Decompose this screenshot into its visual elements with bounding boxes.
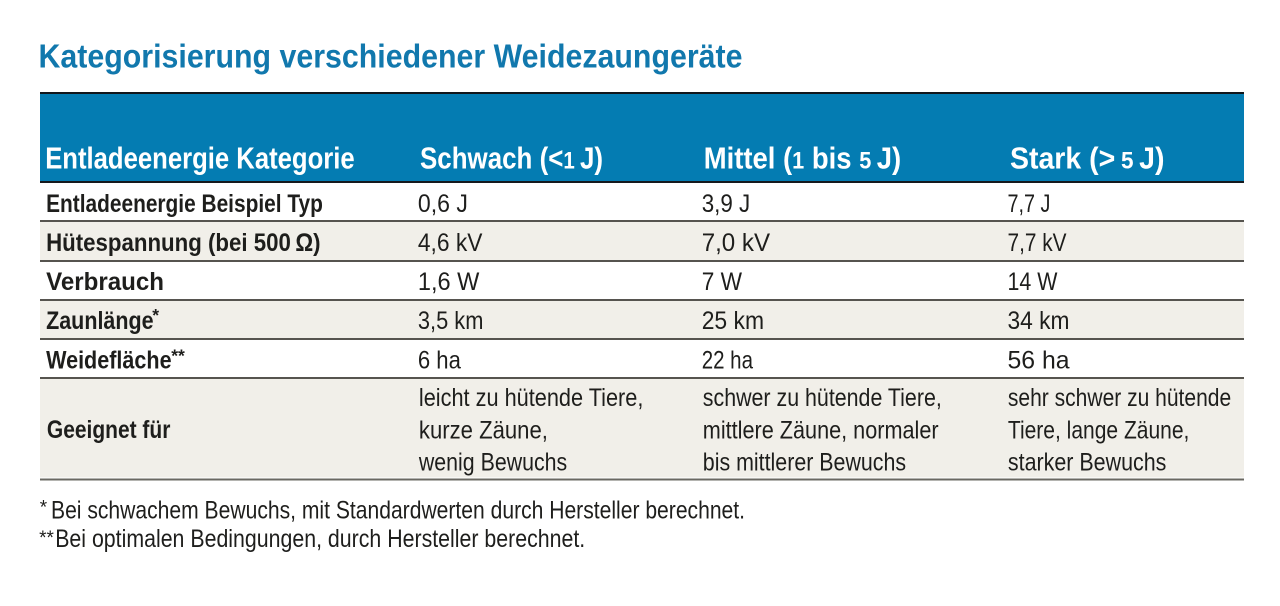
- svg-text:3,5 km: 3,5 km: [418, 307, 484, 335]
- svg-text:Tiere, lange Zäune,: Tiere, lange Zäune,: [1008, 416, 1190, 444]
- svg-text:7,7 kV: 7,7 kV: [1008, 229, 1067, 257]
- svg-text:*: *: [40, 498, 48, 519]
- svg-text:kurze Zäune,: kurze Zäune,: [419, 416, 548, 444]
- svg-text:7,7 J: 7,7 J: [1008, 190, 1051, 218]
- svg-text:Entladeenergie Beispiel Typ: Entladeenergie Beispiel Typ: [46, 190, 323, 218]
- svg-text:bis mittlerer Bewuchs: bis mittlerer Bewuchs: [703, 449, 906, 477]
- svg-text:Weidefläche: Weidefläche: [46, 347, 172, 375]
- svg-text:starker Bewuchs: starker Bewuchs: [1008, 449, 1167, 477]
- svg-text:Kategorisierung verschiedener: Kategorisierung verschiedener Weidezaung…: [39, 38, 743, 75]
- svg-text:0,6 J: 0,6 J: [418, 190, 468, 218]
- svg-text:Bei optimalen Bedingungen, dur: Bei optimalen Bedingungen, durch Herstel…: [55, 525, 585, 553]
- svg-text:**: **: [39, 528, 54, 549]
- svg-text:4,6 kV: 4,6 kV: [418, 229, 483, 257]
- svg-text:22 ha: 22 ha: [702, 347, 753, 375]
- svg-text:25 km: 25 km: [702, 307, 764, 335]
- svg-text:Verbrauch: Verbrauch: [46, 268, 164, 296]
- svg-text:mittlere Zäune, normaler: mittlere Zäune, normaler: [703, 416, 939, 444]
- svg-text:leicht zu hütende Tiere,: leicht zu hütende Tiere,: [419, 384, 644, 412]
- svg-text:Bei schwachem Bewuchs, mit Sta: Bei schwachem Bewuchs, mit Standardwerte…: [51, 497, 745, 525]
- svg-text:Geeignet für: Geeignet für: [47, 416, 171, 444]
- svg-text:Stark (> 5 J): Stark (> 5 J): [1010, 140, 1165, 175]
- svg-text:3,9 J: 3,9 J: [702, 190, 751, 218]
- svg-text:*: *: [152, 305, 159, 325]
- svg-text:1,6 W: 1,6 W: [418, 268, 480, 296]
- svg-text:7,0 kV: 7,0 kV: [702, 229, 771, 257]
- svg-text:sehr schwer zu hütende: sehr schwer zu hütende: [1008, 384, 1231, 412]
- svg-text:14 W: 14 W: [1008, 268, 1058, 296]
- svg-text:34 km: 34 km: [1008, 307, 1070, 335]
- svg-text:56 ha: 56 ha: [1008, 347, 1070, 375]
- svg-text:schwer zu hütende Tiere,: schwer zu hütende Tiere,: [703, 384, 942, 412]
- svg-text:7 W: 7 W: [702, 268, 743, 296]
- svg-text:Zaunlänge: Zaunlänge: [46, 307, 154, 335]
- svg-text:Schwach (<1 J): Schwach (<1 J): [420, 140, 603, 175]
- svg-text:wenig Bewuchs: wenig Bewuchs: [418, 449, 567, 477]
- svg-text:6 ha: 6 ha: [418, 347, 461, 375]
- svg-text:Hütespannung (bei 500 Ω): Hütespannung (bei 500 Ω): [46, 229, 321, 257]
- svg-text:**: **: [171, 346, 185, 366]
- svg-text:Entladeenergie Kategorie: Entladeenergie Kategorie: [45, 140, 355, 175]
